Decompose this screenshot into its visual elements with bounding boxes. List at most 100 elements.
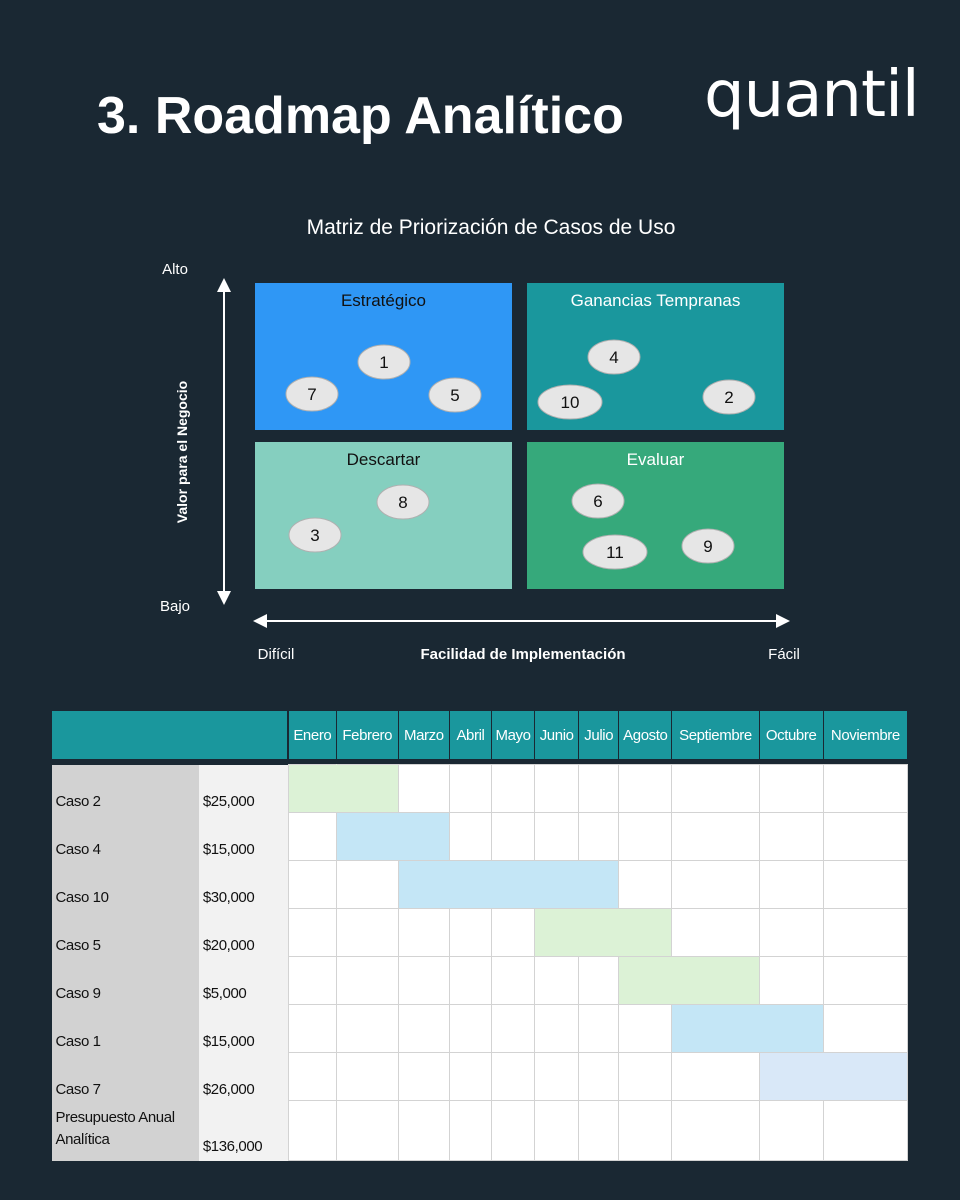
month-cell — [822, 1100, 909, 1161]
month-cell — [490, 1100, 536, 1161]
month-cell — [287, 812, 337, 861]
month-cell — [578, 764, 620, 813]
month-cell — [448, 1052, 493, 1101]
month-cell — [534, 1100, 580, 1161]
gantt-bar-cell — [671, 956, 760, 1005]
month-cell — [448, 812, 493, 861]
header-spacer — [51, 759, 908, 765]
case-cost-cell: $25,000 — [198, 764, 289, 813]
month-cell — [287, 1052, 337, 1101]
gantt-bar-cell — [578, 908, 620, 957]
quadrant-bottom-right — [527, 442, 784, 589]
gantt-bar-cell — [578, 860, 620, 909]
case-point-label: 10 — [561, 393, 580, 412]
month-header-octubre: Octubre — [758, 710, 824, 760]
month-cell — [671, 1052, 760, 1101]
month-cell — [534, 1052, 580, 1101]
month-cell — [822, 908, 909, 957]
month-cell — [758, 1100, 824, 1161]
quantil-logo: quantil — [704, 58, 920, 132]
case-cost-cell: $20,000 — [198, 908, 289, 957]
budget-label-line2: Analítica — [55, 1131, 110, 1148]
case-name-cell: Caso 7 — [51, 1052, 199, 1101]
month-cell — [490, 908, 536, 957]
month-cell — [578, 1100, 620, 1161]
x-low-label: Difícil — [258, 646, 295, 663]
table-row: Caso 5 $20,000 — [51, 908, 909, 957]
gantt-bar-cell — [287, 764, 337, 813]
gantt-bar-cell — [448, 860, 493, 909]
gantt-bar-cell — [335, 764, 399, 813]
roadmap-table-container: Enero Febrero Marzo Abril Mayo Junio Julio Agos… — [51, 710, 909, 1161]
case-name-cell: Caso 2 — [51, 764, 199, 813]
month-cell — [758, 764, 824, 813]
case-cost-cell: $5,000 — [198, 956, 289, 1005]
month-cell — [287, 908, 337, 957]
case-cost-cell: $15,000 — [198, 812, 289, 861]
gantt-bar-cell — [758, 1052, 824, 1101]
gantt-bar-cell — [490, 860, 536, 909]
month-cell — [397, 956, 450, 1005]
table-row: Caso 10 $30,000 — [51, 860, 909, 909]
month-cell — [671, 1100, 760, 1161]
month-cell — [287, 956, 337, 1005]
gantt-bar-cell — [618, 956, 673, 1005]
month-cell — [490, 764, 536, 813]
month-cell — [335, 1052, 399, 1101]
case-name-cell: Caso 1 — [51, 1004, 199, 1053]
month-cell — [335, 908, 399, 957]
gantt-bar-cell — [671, 1004, 760, 1053]
month-cell — [448, 956, 493, 1005]
month-cell — [397, 908, 450, 957]
month-header-junio: Junio — [534, 710, 580, 760]
month-header-abril: Abril — [448, 710, 493, 760]
month-cell — [448, 764, 493, 813]
case-point-3 — [288, 517, 342, 553]
case-point-11 — [582, 534, 648, 570]
month-header-julio: Julio — [578, 710, 620, 760]
case-point-8 — [376, 484, 430, 520]
quadrant-bottom-left — [255, 442, 512, 589]
month-cell — [822, 860, 909, 909]
case-point-label: 3 — [310, 526, 319, 545]
month-cell — [578, 956, 620, 1005]
y-axis-label: Valor para el Negocio — [174, 381, 190, 523]
month-cell — [618, 1052, 673, 1101]
table-row: Caso 4 $15,000 — [51, 812, 909, 861]
quadrant-label-bottom-left: Descartar — [347, 450, 421, 469]
month-cell — [822, 764, 909, 813]
month-cell — [287, 1004, 337, 1053]
case-point-9 — [681, 528, 735, 564]
month-cell — [618, 1100, 673, 1161]
month-cell — [671, 812, 760, 861]
case-name-cell: Caso 9 — [51, 956, 199, 1005]
table-row: Caso 2 $25,000 — [51, 764, 909, 813]
case-point-label: 1 — [379, 353, 388, 372]
case-point-label: 9 — [703, 537, 712, 556]
month-cell — [822, 956, 909, 1005]
month-cell — [397, 1004, 450, 1053]
month-cell — [578, 1052, 620, 1101]
month-cell — [335, 860, 399, 909]
month-cell — [578, 1004, 620, 1053]
month-cell — [618, 1004, 673, 1053]
quadrant-label-bottom-right: Evaluar — [627, 450, 685, 469]
gantt-bar-cell — [534, 908, 580, 957]
month-cell — [618, 860, 673, 909]
month-cell — [671, 860, 760, 909]
month-cell — [448, 1100, 493, 1161]
y-low-label: Bajo — [160, 598, 190, 615]
table-row: Caso 1 $15,000 — [51, 1004, 909, 1053]
month-cell — [618, 764, 673, 813]
case-cost-cell: $30,000 — [198, 860, 289, 909]
month-cell — [618, 812, 673, 861]
month-cell — [758, 860, 824, 909]
budget-total-cell: $136,000 — [198, 1100, 289, 1161]
month-cell — [448, 908, 493, 957]
x-axis-label: Facilidad de Implementación — [420, 646, 625, 663]
month-cell — [397, 1100, 450, 1161]
month-cell — [671, 908, 760, 957]
y-high-label: Alto — [162, 261, 188, 278]
month-cell — [490, 1052, 536, 1101]
gantt-bar-cell — [758, 1004, 824, 1053]
